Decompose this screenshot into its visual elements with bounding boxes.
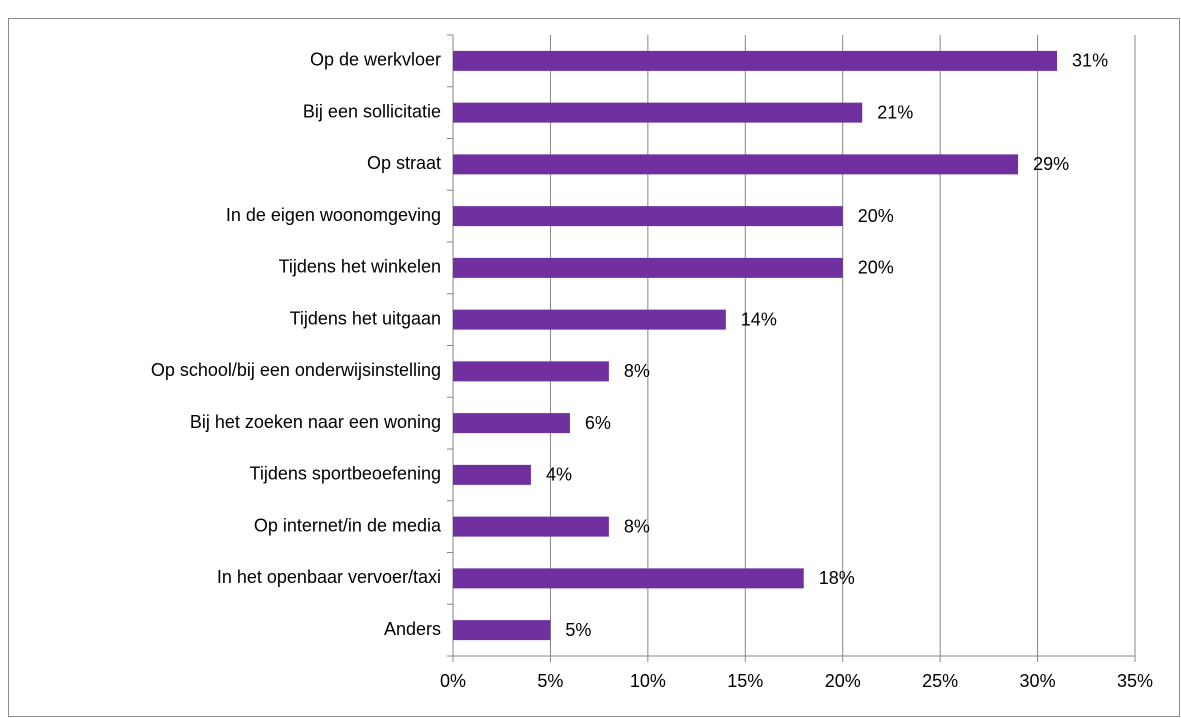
data-label: 20%	[858, 206, 894, 226]
y-tick-label: In de eigen woonomgeving	[226, 205, 441, 225]
y-tick-label: Op de werkvloer	[310, 50, 441, 70]
x-tick-label: 15%	[727, 671, 763, 691]
x-tick-label: 30%	[1020, 671, 1056, 691]
y-tick-label: Bij een sollicitatie	[303, 101, 441, 121]
bar	[453, 206, 843, 227]
x-tick-label: 0%	[440, 671, 466, 691]
bar	[453, 568, 804, 589]
bar	[453, 620, 551, 641]
bar	[453, 102, 863, 123]
bar	[453, 50, 1058, 71]
data-label: 20%	[858, 258, 894, 278]
bar	[453, 361, 609, 382]
y-tick-label: Op straat	[367, 153, 441, 173]
bar	[453, 309, 726, 330]
data-label: 18%	[819, 568, 855, 588]
y-tick-label: Bij het zoeken naar een woning	[190, 412, 441, 432]
x-tick-label: 20%	[825, 671, 861, 691]
y-tick-label: Tijdens het uitgaan	[290, 308, 441, 328]
x-tick-label: 10%	[630, 671, 666, 691]
y-tick-label: Op school/bij een onderwijsinstelling	[151, 360, 441, 380]
bar	[453, 516, 609, 537]
data-label: 8%	[624, 516, 650, 536]
data-label: 31%	[1072, 51, 1108, 71]
x-tick-label: 25%	[922, 671, 958, 691]
bar	[453, 413, 570, 434]
data-label: 6%	[585, 413, 611, 433]
data-label: 29%	[1033, 154, 1069, 174]
bar	[453, 154, 1019, 175]
data-label: 21%	[877, 102, 913, 122]
y-tick-label: Tijdens sportbeoefening	[250, 464, 441, 484]
y-tick-label: Anders	[384, 619, 441, 639]
x-tick-label: 5%	[537, 671, 563, 691]
x-tick-label: 35%	[1117, 671, 1153, 691]
bar	[453, 257, 843, 278]
data-label: 8%	[624, 361, 650, 381]
data-label: 4%	[546, 465, 572, 485]
bar	[453, 464, 531, 485]
y-tick-label: Tijdens het winkelen	[279, 257, 441, 277]
y-tick-label: Op internet/in de media	[254, 515, 442, 535]
data-label: 5%	[565, 620, 591, 640]
data-label: 14%	[741, 309, 777, 329]
y-tick-label: In het openbaar vervoer/taxi	[217, 567, 441, 587]
